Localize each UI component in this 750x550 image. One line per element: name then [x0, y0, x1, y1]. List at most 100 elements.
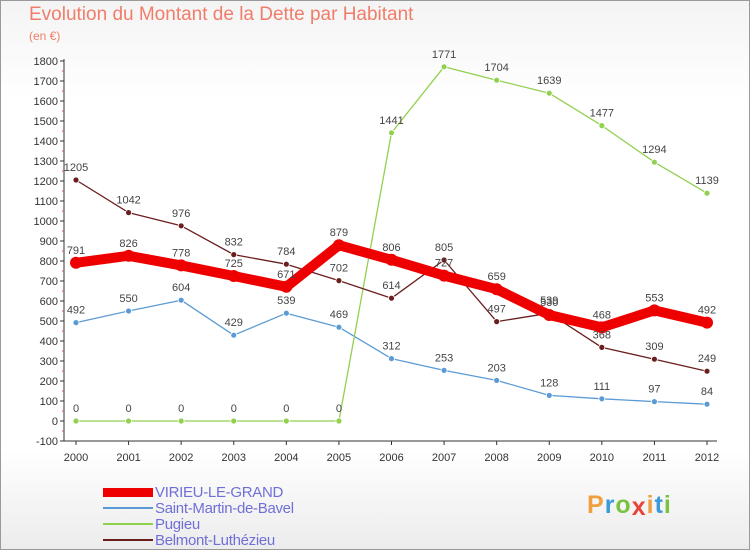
legend-swatch [103, 487, 153, 497]
logo-letter: r [604, 491, 616, 519]
x-tick-label: 2004 [274, 452, 298, 464]
data-point [227, 270, 240, 282]
data-point [440, 63, 448, 71]
x-tick-label: 2000 [64, 452, 88, 464]
data-label: 249 [698, 353, 716, 365]
data-label: 702 [330, 263, 348, 275]
data-point [125, 417, 132, 425]
data-point [72, 176, 80, 184]
data-point [388, 294, 395, 302]
y-tick-label: 200 [40, 376, 58, 388]
data-point [598, 122, 606, 129]
data-label: 784 [277, 246, 295, 258]
x-tick-label: 2010 [590, 452, 614, 464]
proxiti-logo: Proxiti [587, 491, 672, 521]
data-label: 0 [283, 403, 289, 415]
data-point [335, 277, 343, 285]
data-label: 84 [701, 386, 713, 398]
data-label: 976 [172, 208, 190, 220]
data-point [385, 253, 398, 266]
data-label: 1771 [432, 49, 456, 61]
data-label: 497 [487, 304, 505, 316]
data-label: 727 [435, 258, 453, 270]
data-point [438, 269, 451, 282]
legend-swatch [103, 507, 153, 509]
legend-swatch [103, 523, 153, 525]
x-tick-label: 2009 [537, 452, 561, 464]
data-label: 203 [487, 362, 505, 374]
legend-label: VIRIEU-LE-GRAND [155, 483, 284, 501]
data-label: 1477 [590, 108, 614, 120]
data-point [703, 367, 711, 375]
data-label: 429 [225, 317, 243, 329]
data-label: 539 [277, 295, 295, 307]
data-label: 614 [382, 280, 400, 292]
data-label: 530 [540, 297, 558, 309]
legend-item: Pugieu [103, 515, 294, 533]
data-point [282, 417, 290, 425]
data-label: 550 [119, 293, 137, 305]
x-tick-label: 2006 [379, 452, 403, 464]
logo-letter: x [631, 493, 647, 521]
data-point [490, 283, 503, 296]
data-label: 806 [382, 242, 400, 254]
x-tick-label: 2008 [484, 452, 508, 464]
data-label: 0 [126, 403, 132, 415]
data-point [651, 398, 658, 406]
data-label: 539 [540, 295, 558, 307]
y-tick-label: 1600 [34, 96, 58, 108]
data-label: 1205 [64, 162, 88, 174]
data-label: 111 [593, 381, 610, 393]
y-tick-label: 800 [40, 256, 58, 268]
data-label: 879 [330, 227, 348, 239]
y-tick-label: 1800 [34, 56, 58, 68]
data-point [282, 260, 290, 268]
data-label: 1042 [116, 195, 140, 207]
y-tick-label: 400 [40, 336, 58, 348]
data-label: 671 [277, 269, 295, 281]
data-label: 0 [178, 403, 184, 415]
logo-letter: t [654, 491, 664, 519]
data-point [177, 417, 185, 425]
y-tick-label: 500 [40, 316, 58, 328]
x-tick-label: 2001 [116, 452, 140, 464]
data-point [493, 376, 501, 384]
data-point [701, 316, 713, 329]
x-tick-label: 2012 [695, 452, 719, 464]
data-label: 128 [540, 377, 558, 389]
data-label: 805 [435, 242, 453, 254]
data-point [703, 189, 711, 197]
logo-letter: i [663, 491, 672, 519]
y-tick-label: 1000 [34, 216, 58, 228]
data-point [72, 417, 80, 425]
data-label: 604 [172, 282, 190, 294]
legend-item: VIRIEU-LE-GRAND [103, 483, 294, 501]
data-label: 725 [225, 258, 243, 270]
legend-swatch [103, 539, 153, 541]
data-point [648, 304, 661, 317]
y-tick-label: 1400 [34, 136, 58, 148]
data-point [175, 259, 188, 272]
logo-letter: i [646, 491, 655, 519]
logo-letter: P [587, 491, 605, 519]
data-label: 832 [225, 237, 243, 249]
y-tick-label: 300 [40, 356, 58, 368]
data-label: 659 [487, 271, 505, 283]
data-label: 309 [645, 341, 663, 353]
legend-item: Saint-Martin-de-Bavel [103, 500, 294, 517]
data-point [545, 391, 553, 399]
y-tick-label: 700 [40, 276, 58, 288]
data-label: 0 [336, 403, 342, 415]
data-point [543, 309, 556, 321]
y-tick-label: -100 [36, 436, 58, 448]
y-tick-label: 1700 [34, 76, 58, 88]
legend-label: Pugieu [155, 515, 200, 533]
legend-item: Belmont-Luthézieu [103, 532, 294, 549]
data-label: 1639 [537, 75, 561, 87]
data-point [125, 307, 132, 315]
x-tick-label: 2003 [222, 452, 246, 464]
x-tick-label: 2007 [432, 452, 456, 464]
y-tick-label: 100 [40, 396, 58, 408]
